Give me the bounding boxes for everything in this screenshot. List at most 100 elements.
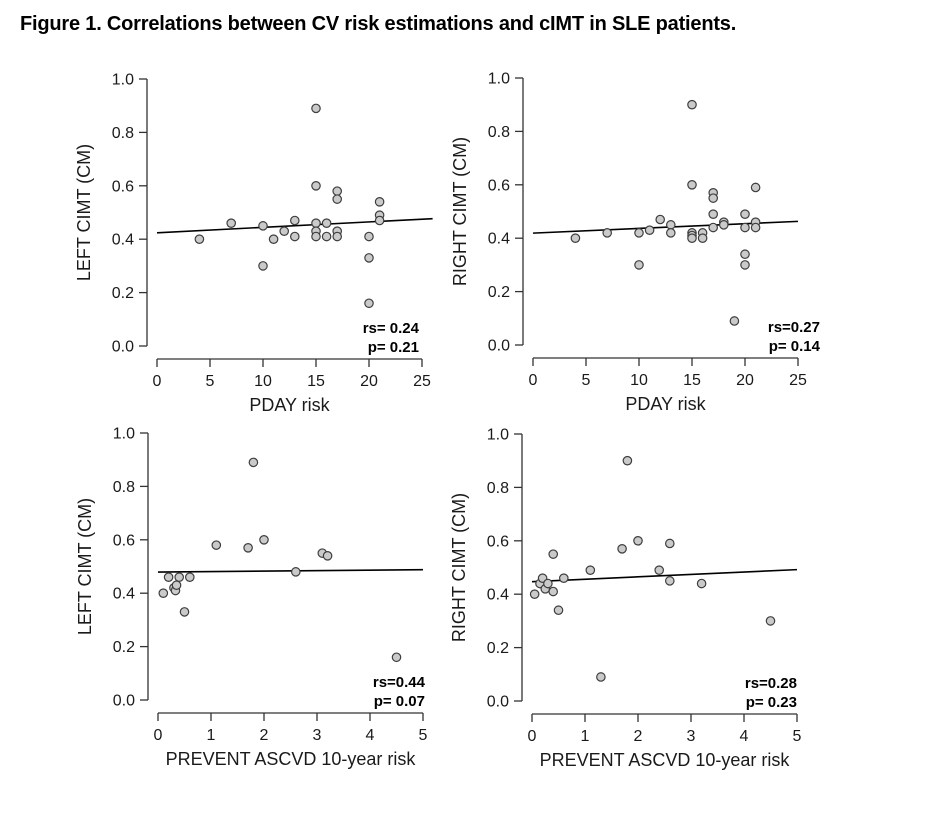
scatter-point xyxy=(321,218,332,228)
scatter-point xyxy=(179,607,190,617)
scatter-point xyxy=(311,218,321,228)
scatter-point xyxy=(740,222,750,233)
x-axis-title: PDAY risk xyxy=(249,395,330,415)
x-tick-label: 3 xyxy=(687,728,696,745)
y-tick-label: 0.4 xyxy=(113,586,135,603)
panel-right-cimt-prevent-ascvd: 0.0 0.2 0.4 0.6 0.8 1.0 0 1 2 3 4 5 RIGHT CIMT (CM) P… xyxy=(432,414,832,774)
scatter-point xyxy=(322,551,333,561)
x-tick-label: 5 xyxy=(206,373,215,390)
y-tick-label: 0.8 xyxy=(112,125,134,142)
correlation-coefficient-label: rs=0.28 xyxy=(745,675,797,692)
x-tick-label: 1 xyxy=(581,728,590,745)
scatter-point xyxy=(617,544,627,554)
scatter-point xyxy=(718,220,729,230)
y-tick-label: 0.4 xyxy=(487,587,509,604)
scatter-point xyxy=(364,231,374,242)
x-tick-label: 25 xyxy=(789,372,807,389)
x-tick-label: 20 xyxy=(736,372,754,389)
scatter-point xyxy=(666,228,676,238)
scatter-point xyxy=(634,228,644,238)
x-tick-label: 5 xyxy=(793,728,802,745)
scatter-point xyxy=(708,222,718,233)
y-tick-label: 0.8 xyxy=(487,480,509,497)
scatter-point xyxy=(529,589,540,599)
scatter-point xyxy=(374,215,385,226)
scatter-point xyxy=(633,536,643,546)
y-tick-label: 1.0 xyxy=(113,426,135,443)
trend-line xyxy=(156,217,433,234)
x-tick-label: 5 xyxy=(582,372,591,389)
panel-left-cimt-prevent-ascvd: 0.0 0.2 0.4 0.6 0.8 1.0 0 1 2 3 4 5 LEFT CIMT (CM) PR… xyxy=(58,413,458,773)
y-tick-label: 0.4 xyxy=(112,232,134,249)
scatter-point xyxy=(374,197,385,207)
scatter-point xyxy=(750,222,761,233)
scatter-point xyxy=(290,215,300,226)
scatter-point xyxy=(290,231,300,242)
scatter-point xyxy=(291,567,301,577)
scatter-point xyxy=(311,231,321,242)
y-tick-label: 0.6 xyxy=(113,532,135,549)
x-axis-title: PREVENT ASCVD 10-year risk xyxy=(540,750,791,770)
x-axis-title: PREVENT ASCVD 10-year risk xyxy=(166,749,417,769)
x-tick-label: 2 xyxy=(260,727,269,744)
scatter-plot-left-cimt-prevent-ascvd: 0.0 0.2 0.4 0.6 0.8 1.0 0 1 2 3 4 5 LEFT CIMT (CM) PR… xyxy=(75,426,428,770)
scatter-point xyxy=(622,455,633,466)
scatter-point xyxy=(194,234,205,244)
scatter-point xyxy=(687,233,697,243)
scatter-point xyxy=(740,209,750,219)
scatter-point xyxy=(548,549,558,559)
scatter-point xyxy=(687,180,697,190)
scatter-point xyxy=(268,234,279,244)
p-value-label: p= 0.21 xyxy=(368,339,419,356)
panel-left-cimt-pday: 0.0 0.2 0.4 0.6 0.8 1.0 0 5 10 15 20 25 LEFT CIMT (C… xyxy=(57,59,457,419)
y-tick-label: 0.8 xyxy=(488,124,510,141)
scatter-point xyxy=(321,231,332,242)
panel-right-cimt-pday: 0.0 0.2 0.4 0.6 0.8 1.0 0 5 10 15 20 25 RIGHT CIMT (… xyxy=(433,58,833,418)
y-tick-label: 0.2 xyxy=(488,284,510,301)
scatter-point xyxy=(665,538,675,549)
y-tick-label: 0.0 xyxy=(488,338,510,355)
scatter-point xyxy=(602,228,612,238)
scatter-point xyxy=(259,535,269,545)
scatter-point xyxy=(559,573,569,583)
scatter-point xyxy=(666,220,676,230)
scatter-point xyxy=(697,233,708,243)
correlation-coefficient-label: rs=0.27 xyxy=(768,319,820,336)
scatter-point xyxy=(364,253,374,263)
scatter-point xyxy=(332,186,342,196)
y-axis-title: RIGHT CIMT (CM) xyxy=(449,493,469,642)
y-tick-label: 0.2 xyxy=(487,640,509,657)
scatter-point xyxy=(740,260,750,270)
scatter-point xyxy=(543,578,553,589)
scatter-plot-left-cimt-pday: 0.0 0.2 0.4 0.6 0.8 1.0 0 5 10 15 20 25 LEFT CIMT (C… xyxy=(74,72,433,415)
scatter-plot-right-cimt-pday: 0.0 0.2 0.4 0.6 0.8 1.0 0 5 10 15 20 25 RIGHT CIMT (… xyxy=(450,71,821,415)
y-axis-title: LEFT CIMT (CM) xyxy=(75,498,95,635)
scatter-point xyxy=(596,672,606,682)
scatter-point xyxy=(174,572,184,582)
scatter-point xyxy=(258,261,268,271)
y-tick-label: 0.4 xyxy=(488,231,510,248)
p-value-label: p= 0.23 xyxy=(746,694,797,711)
correlation-coefficient-label: rs= 0.24 xyxy=(363,320,420,337)
y-tick-label: 0.6 xyxy=(488,177,510,194)
y-tick-label: 0.6 xyxy=(112,178,134,195)
scatter-point xyxy=(332,194,342,204)
x-tick-label: 15 xyxy=(683,372,701,389)
scatter-point xyxy=(279,226,289,236)
x-axis-title: PDAY risk xyxy=(625,394,706,414)
y-axis-title: LEFT CIMT (CM) xyxy=(74,144,94,281)
x-tick-label: 15 xyxy=(307,373,325,390)
x-tick-label: 10 xyxy=(254,373,272,390)
scatter-point xyxy=(171,580,182,590)
scatter-point xyxy=(708,193,718,203)
scatter-point xyxy=(163,572,174,582)
y-tick-label: 0.0 xyxy=(113,693,135,710)
correlation-coefficient-label: rs=0.44 xyxy=(373,674,426,691)
scatter-point xyxy=(644,225,655,235)
y-tick-label: 1.0 xyxy=(487,427,509,444)
y-tick-label: 0.6 xyxy=(487,533,509,550)
trend-line xyxy=(157,568,424,573)
x-tick-label: 2 xyxy=(634,728,643,745)
y-tick-label: 1.0 xyxy=(488,71,510,88)
